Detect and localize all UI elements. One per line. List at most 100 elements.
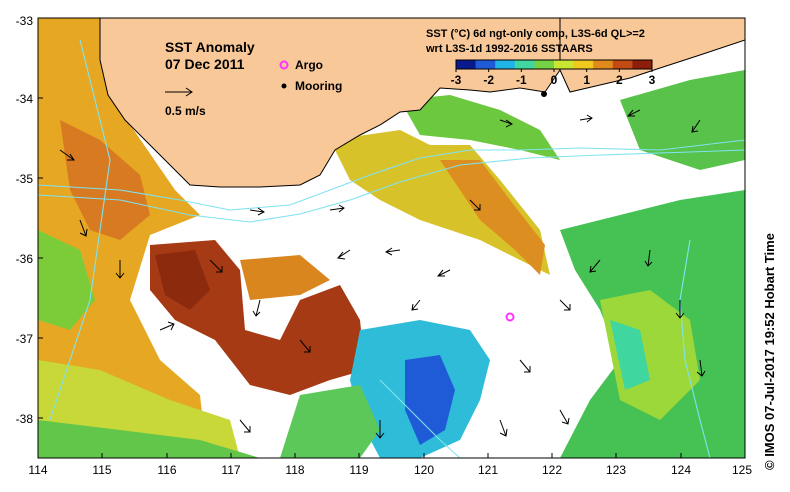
velocity-scale: 0.5 m/s	[165, 87, 206, 118]
lon-tick-label: 116	[157, 463, 176, 477]
colorbar-tick-label: 1	[583, 73, 590, 87]
lon-tick-label: 119	[349, 463, 368, 477]
lon-tick-label: 120	[414, 463, 434, 477]
marker-legend: Argo Mooring	[279, 58, 342, 93]
colorbar-tick-label: 2	[616, 73, 623, 87]
anomaly-central-darkred	[155, 250, 210, 310]
current-vector	[499, 119, 513, 128]
contour-west	[49, 39, 111, 421]
colorbar-segment	[475, 60, 496, 69]
current-vector	[579, 114, 593, 123]
anomaly-west-green	[38, 230, 95, 330]
current-vector	[626, 109, 641, 117]
current-vector	[519, 359, 531, 373]
colorbar-tick-label: -1	[516, 73, 527, 87]
colorbar-segment	[612, 60, 633, 69]
current-vector	[469, 199, 481, 211]
lat-tick-label: -33	[16, 14, 34, 28]
lat-tick-label: -37	[16, 332, 34, 346]
argo-legend-label: Argo	[295, 58, 323, 72]
current-vector	[209, 259, 223, 273]
current-vector	[675, 300, 685, 319]
lon-tick-label: 125	[732, 463, 752, 477]
current-vector	[59, 149, 75, 161]
current-vector	[589, 259, 601, 273]
mooring-legend-label: Mooring	[295, 79, 342, 93]
current-vector	[436, 269, 451, 277]
lon-tick-label: 124	[671, 463, 691, 477]
anomaly-west-orange	[60, 120, 150, 240]
colorbar-segment	[554, 60, 575, 69]
plot-frame	[37, 17, 746, 459]
lon-tick-label: 115	[92, 463, 111, 477]
colorbar-tick-label: 0	[551, 73, 558, 87]
colorbar: -3 -2 -1 0 1 2 3	[451, 59, 656, 87]
land-mass-east	[559, 18, 745, 93]
credit-line: © IMOS 07-Jul-2017 19:52 Hobart Time	[762, 233, 777, 470]
current-vector	[159, 321, 175, 331]
current-vectors	[59, 109, 706, 439]
anomaly-central-orange	[240, 255, 330, 300]
colorbar-tick-label: 3	[649, 73, 656, 87]
current-vector	[691, 119, 701, 133]
current-vector	[559, 299, 571, 311]
anomaly-south-blue	[405, 355, 455, 445]
map-date: 07 Dec 2011	[165, 56, 245, 72]
current-vector	[696, 359, 706, 377]
current-vector	[299, 339, 311, 353]
contour-east	[679, 239, 711, 458]
anomaly-east-north	[620, 70, 745, 170]
current-vector	[411, 299, 421, 311]
current-vector	[249, 207, 265, 216]
lon-tick-label: 117	[221, 463, 240, 477]
argo-legend-icon	[279, 60, 289, 70]
lon-tick-label: 114	[28, 463, 47, 477]
mooring-legend-icon	[281, 83, 287, 89]
lat-tick-label: -36	[16, 252, 34, 266]
colorbar-segment	[495, 60, 516, 69]
mooring-marker	[541, 91, 547, 97]
anomaly-east-cyan	[610, 320, 650, 390]
colorbar-tick-label: -3	[451, 73, 462, 87]
contour-shelf-2	[38, 149, 745, 223]
isobath-contours	[38, 39, 745, 458]
scale-label: 0.5 m/s	[165, 104, 206, 118]
current-vector	[559, 409, 570, 425]
colorbar-segment	[534, 60, 555, 69]
lon-tick-label: 121	[478, 463, 498, 477]
map-title: SST Anomaly	[165, 39, 255, 55]
product-line-1: SST (°C) 6d ngt-only comp, L3S-6d QL>=2	[426, 28, 645, 40]
current-vector	[239, 419, 251, 433]
colorbar-segment	[456, 60, 477, 69]
current-vector	[79, 219, 88, 237]
current-vector	[115, 260, 125, 279]
colorbar-segment	[573, 60, 594, 69]
current-vector	[252, 299, 261, 317]
anomaly-west-south-green	[38, 420, 260, 458]
current-vector	[644, 249, 653, 267]
anomaly-south-green	[280, 385, 380, 458]
current-vector	[375, 420, 385, 439]
current-vector	[337, 249, 351, 260]
anomaly-shelf-yellow	[330, 130, 550, 275]
current-vector	[329, 204, 345, 213]
lat-tick-label: -35	[16, 172, 34, 186]
lat-tick-label: -34	[16, 92, 34, 106]
argo-float-marker	[505, 312, 515, 322]
sst-field	[38, 18, 745, 458]
contour-shelf-1	[38, 139, 745, 211]
land-mass	[99, 18, 561, 188]
current-vector	[499, 419, 508, 437]
lon-tick-label: 123	[606, 463, 626, 477]
longitude-axis: 114 115 116 117 118 119 120 121 122 123 …	[28, 453, 752, 477]
anomaly-shelf-orange	[440, 160, 545, 275]
colorbar-tick-label: -2	[483, 73, 494, 87]
colorbar-segment	[514, 60, 535, 69]
anomaly-shelf-green	[400, 95, 560, 160]
colorbar-segment	[593, 60, 614, 69]
colorbar-segment	[632, 60, 653, 69]
lat-tick-label: -38	[16, 412, 34, 426]
lon-tick-label: 122	[542, 463, 562, 477]
scale-arrow-icon	[165, 87, 193, 97]
